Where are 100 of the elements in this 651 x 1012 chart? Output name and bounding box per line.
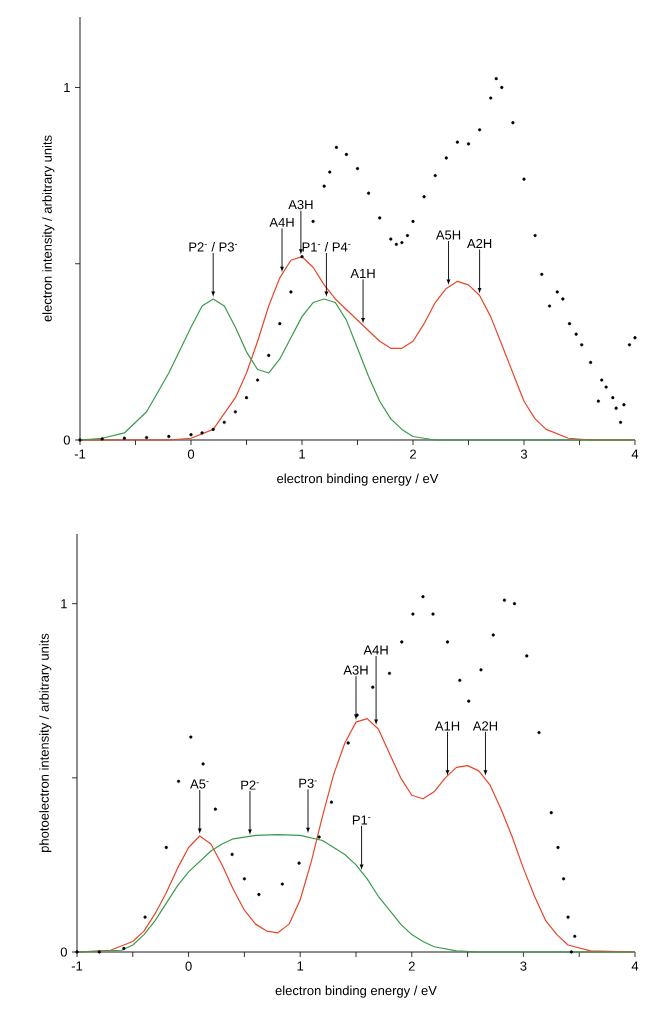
point [346, 741, 350, 745]
y-tick-label: 1 [61, 599, 67, 609]
point [604, 385, 608, 389]
point [445, 640, 450, 644]
point [627, 343, 632, 347]
point [491, 633, 495, 637]
point [614, 406, 618, 410]
point [458, 678, 462, 682]
point [311, 219, 315, 224]
point [540, 272, 544, 276]
point [611, 396, 615, 400]
point [122, 436, 126, 440]
point [201, 762, 205, 766]
point [387, 671, 392, 675]
point [256, 378, 260, 382]
point [455, 140, 459, 144]
annotation: A1H [434, 721, 460, 731]
annotation: A5$^{-}$ [190, 779, 209, 789]
annotation: A2H [472, 721, 498, 731]
point [97, 950, 101, 954]
point [389, 237, 393, 241]
x-tick-label: 4 [631, 961, 639, 971]
point [422, 195, 426, 199]
point [411, 219, 415, 224]
x-axis-title: electron binding energy / eV [275, 985, 437, 998]
point [512, 602, 517, 606]
annotation: A2H [466, 238, 492, 249]
y-axis-title: electron intensity / arbitrary units [42, 135, 55, 322]
point [355, 713, 359, 717]
x-tick-label: -1 [71, 961, 83, 971]
annotation: P2$^{-}$ / P3$^{-}$ [189, 241, 238, 252]
point [233, 410, 237, 414]
point [567, 322, 572, 326]
annotation: A5H [435, 230, 461, 240]
x-tick-label: 3 [520, 449, 528, 459]
annotation: P1$^{-}$ / P4$^{-}$ [302, 241, 351, 252]
point [367, 191, 371, 195]
annotation: P2$^{-}$ [241, 780, 259, 790]
point [573, 934, 577, 938]
point [257, 892, 261, 897]
y-tick-label: 0 [63, 435, 70, 445]
point [371, 685, 375, 689]
annotation: A1H [350, 269, 375, 278]
point [400, 240, 404, 245]
point [547, 304, 552, 308]
annotation: A3H [288, 200, 313, 210]
point [556, 845, 560, 850]
point [431, 612, 435, 616]
point [145, 435, 149, 440]
point [278, 322, 282, 326]
point [189, 433, 193, 437]
annotation: P3$^{-}$ [299, 778, 317, 788]
x-tick-label: 2 [408, 961, 415, 971]
point [561, 877, 566, 881]
point [355, 166, 360, 171]
point [344, 152, 348, 157]
y-tick-label: 0 [60, 947, 67, 957]
point [329, 800, 334, 804]
point [400, 640, 404, 644]
x-tick-label: 4 [631, 449, 639, 459]
point [479, 668, 483, 672]
point [574, 332, 578, 336]
point [176, 779, 181, 783]
point [213, 807, 217, 811]
annotation: A3H [343, 665, 368, 675]
point [280, 882, 284, 886]
point [522, 177, 526, 181]
point [489, 96, 493, 100]
point [189, 735, 193, 739]
x-tick-label: 1 [297, 961, 304, 971]
point [633, 336, 637, 340]
point [100, 437, 104, 441]
x-axis-title: electron binding energy / eV [277, 473, 439, 486]
point [494, 77, 498, 81]
point [78, 438, 82, 442]
x-tick-label: -1 [74, 449, 86, 459]
point [511, 121, 515, 125]
annotation: P1$^{-}$ [352, 815, 371, 825]
point [566, 915, 570, 919]
point [421, 595, 425, 599]
y-axis-title: photoelectron intensity / arbitrary units [39, 633, 52, 852]
point [267, 353, 271, 357]
point [618, 420, 623, 424]
point [537, 730, 541, 735]
annotation: A4H [269, 217, 294, 227]
point [549, 811, 553, 815]
point [242, 877, 246, 881]
point [500, 85, 504, 90]
point [596, 399, 600, 403]
point [200, 431, 204, 435]
point [478, 128, 482, 132]
point [405, 233, 410, 238]
point [555, 290, 559, 294]
point [466, 142, 471, 146]
point [589, 360, 593, 365]
point [75, 950, 79, 954]
point [433, 174, 437, 178]
point [378, 216, 382, 220]
point [143, 915, 147, 919]
point [328, 170, 332, 174]
